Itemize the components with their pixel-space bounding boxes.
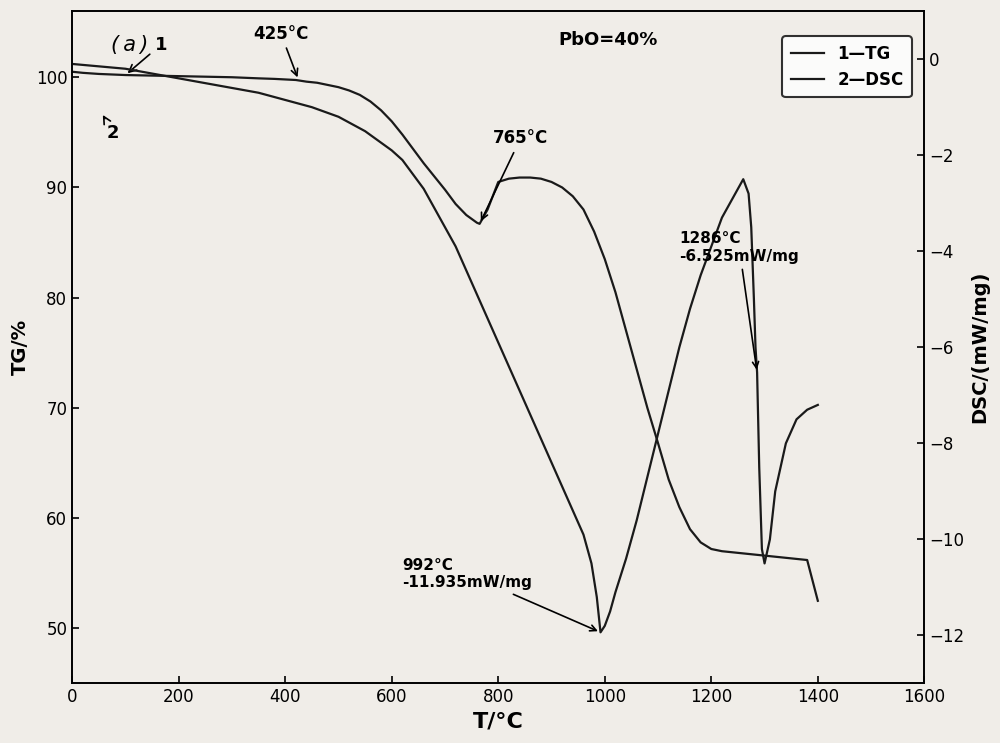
1—TG xyxy=(173,71,185,80)
2—DSC xyxy=(567,506,579,515)
1—TG xyxy=(556,183,568,192)
1—TG xyxy=(727,548,739,557)
Legend: 1—TG, 2—DSC: 1—TG, 2—DSC xyxy=(782,36,912,97)
Text: PbO=40%: PbO=40% xyxy=(558,31,657,49)
2—DSC xyxy=(595,628,607,637)
X-axis label: T/°C: T/°C xyxy=(473,712,524,732)
2—DSC xyxy=(812,400,824,409)
1—TG xyxy=(343,86,355,95)
2—DSC xyxy=(801,405,813,414)
2—DSC xyxy=(460,266,472,275)
1—TG xyxy=(801,556,813,565)
Text: 992°C
-11.935mW/mg: 992°C -11.935mW/mg xyxy=(402,558,596,631)
2—DSC xyxy=(585,559,597,568)
Line: 2—DSC: 2—DSC xyxy=(72,64,818,632)
Text: 2: 2 xyxy=(104,117,119,142)
Line: 1—TG: 1—TG xyxy=(72,72,818,601)
Text: 425°C: 425°C xyxy=(253,25,309,76)
1—TG xyxy=(812,597,824,606)
Text: 765°C: 765°C xyxy=(481,129,548,220)
Text: ( a ): ( a ) xyxy=(111,35,148,55)
Text: 1: 1 xyxy=(129,36,167,72)
Y-axis label: TG/%: TG/% xyxy=(11,319,30,375)
2—DSC xyxy=(66,59,78,68)
Y-axis label: DSC/(mW/mg): DSC/(mW/mg) xyxy=(970,271,989,424)
1—TG xyxy=(301,77,313,86)
Text: 1286°C
-6.525mW/mg: 1286°C -6.525mW/mg xyxy=(679,232,799,368)
2—DSC xyxy=(695,270,707,279)
2—DSC xyxy=(439,223,451,232)
1—TG xyxy=(66,68,78,77)
